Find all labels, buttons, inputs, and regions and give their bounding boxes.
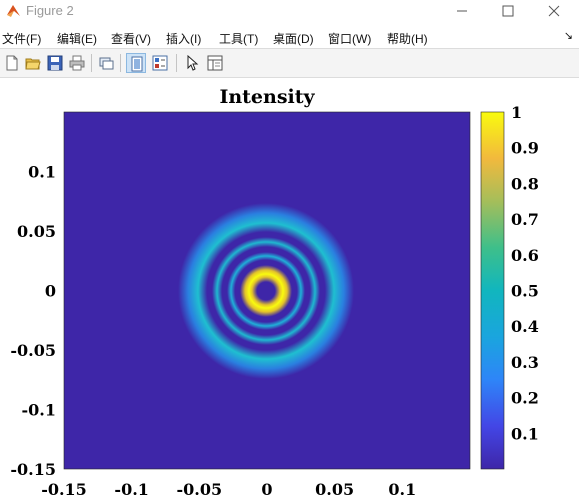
x-tick-label: 0 <box>261 480 272 499</box>
toolbar-separator <box>91 54 92 72</box>
matlab-logo-icon <box>6 3 21 23</box>
x-tick-label: -0.05 <box>177 480 223 499</box>
colorbar-tick-label: 0.3 <box>511 353 539 372</box>
window-titlebar: Figure 2 <box>0 0 579 22</box>
colorbar-tick-label: 0.8 <box>511 174 539 193</box>
figure-toolbar <box>0 48 579 78</box>
dock-arrow-icon[interactable]: ↘ <box>563 30 573 42</box>
colorbar-tick-label: 0.5 <box>511 282 539 301</box>
menu-desktop[interactable]: 桌面(D) <box>273 32 314 46</box>
hide-plot-tools-button[interactable] <box>126 53 146 73</box>
menu-help[interactable]: 帮助(H) <box>387 32 428 46</box>
colorbar-tick-label: 0.7 <box>511 210 539 229</box>
link-plot-button[interactable] <box>96 53 116 73</box>
x-tick-label: 0.1 <box>388 480 416 499</box>
open-file-button[interactable] <box>23 53 43 73</box>
property-inspector-button[interactable] <box>205 53 225 73</box>
y-tick-label: -0.15 <box>10 460 56 479</box>
menu-window[interactable]: 窗口(W) <box>328 32 372 46</box>
y-tick-label: -0.05 <box>10 341 56 360</box>
menu-bar: 文件(F) 编辑(E) 查看(V) 插入(I) 工具(T) 桌面(D) 窗口(W… <box>0 27 579 47</box>
colorbar-tick-label: 0.2 <box>511 389 539 408</box>
y-tick-label: 0 <box>45 282 56 301</box>
edit-plot-button[interactable] <box>182 53 202 73</box>
print-button[interactable] <box>67 53 87 73</box>
y-tick-label: -0.1 <box>22 401 56 420</box>
colorbar-tick-label: 1 <box>511 103 522 122</box>
menu-view[interactable]: 查看(V) <box>111 32 151 46</box>
menu-insert[interactable]: 插入(I) <box>166 32 202 46</box>
colorbar-tick-label: 0.6 <box>511 246 539 265</box>
colorbar-tick-labels: 1 0.9 0.8 0.7 0.6 0.5 0.4 0.3 0.2 0.1 <box>511 103 539 443</box>
plot-border <box>63 111 471 470</box>
window-title: Figure 2 <box>26 3 74 18</box>
close-button[interactable] <box>531 0 577 22</box>
new-figure-button[interactable] <box>2 53 22 73</box>
x-axis-tick-labels: -0.15 -0.1 -0.05 0 0.05 0.1 <box>41 480 416 499</box>
toolbar-separator <box>176 54 177 72</box>
figure-canvas: Intensity 0.10.050-0.05-0.1-0.15 -0.15 -0… <box>10 86 539 499</box>
toolbar-separator <box>120 54 121 72</box>
show-plot-tools-button[interactable] <box>150 53 170 73</box>
diffraction-rings <box>166 191 366 391</box>
colorbar-tick-label: 0.4 <box>511 317 539 336</box>
y-axis-tick-labels: 0.1 0.05 0 -0.05 -0.1 -0.15 <box>10 163 56 480</box>
colorbar-tick-label: 0.1 <box>511 424 539 443</box>
save-button[interactable] <box>45 53 65 73</box>
maximize-button[interactable] <box>485 0 531 22</box>
x-tick-label: -0.1 <box>114 480 148 499</box>
y-tick-label: 0.1 <box>28 163 56 182</box>
minimize-button[interactable] <box>439 0 485 22</box>
y-tick-label: 0.05 <box>17 222 56 241</box>
menu-tools[interactable]: 工具(T) <box>219 32 259 46</box>
chart-title: Intensity <box>219 86 315 108</box>
menu-edit[interactable]: 编辑(E) <box>57 32 97 46</box>
menu-file[interactable]: 文件(F) <box>2 32 42 46</box>
colorbar-tick-label: 0.9 <box>511 139 539 158</box>
x-tick-label: 0.05 <box>315 480 354 499</box>
x-tick-label: -0.15 <box>41 480 87 499</box>
colorbar[interactable] <box>480 111 505 470</box>
